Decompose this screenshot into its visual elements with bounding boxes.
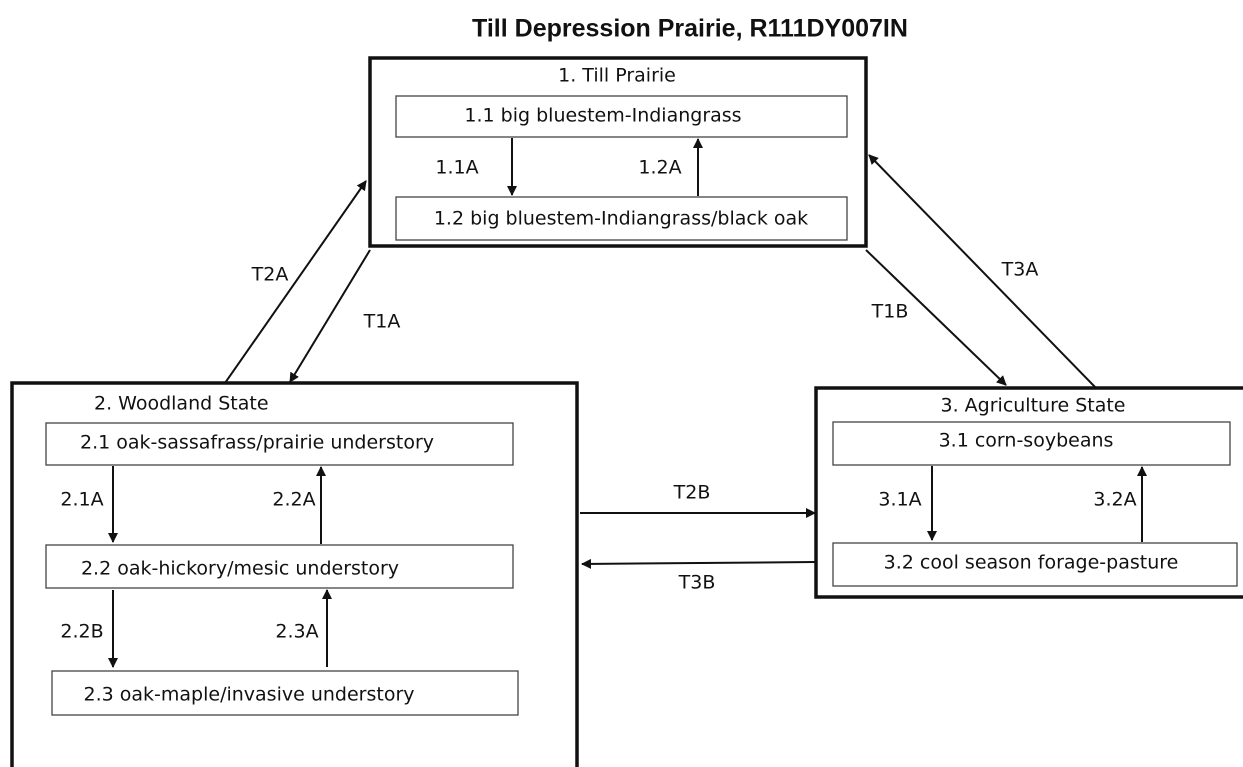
community-label: 3.1 corn-soybeans [939,430,1114,452]
community-label: 1.1 big bluestem-Indiangrass [464,105,741,127]
community-box [45,544,514,589]
pathway-label: 1.1A [435,157,478,179]
transition-label: T1B [871,301,909,323]
community-label: 2.2 oak-hickory/mesic understory [81,558,399,580]
state-label: 3. Agriculture State [941,395,1126,417]
community-box [395,95,848,138]
transition-label: T2B [673,482,711,504]
state-box [368,56,868,248]
title: Till Depression Prairie, R111DY007IN [472,15,908,43]
pathway-label: 2.2A [272,489,315,511]
transition-label: T2A [251,264,289,286]
community-box [45,422,514,466]
community-label: 2.1 oak-sassafrass/prairie understory [80,432,434,454]
community-box [832,542,1238,587]
transition-label: T1A [363,311,401,333]
transition-label: T3B [678,572,716,594]
pathway-label: 3.2A [1093,489,1136,511]
community-label: 3.2 cool season forage-pasture [884,552,1179,574]
state-label: 1. Till Prairie [558,65,676,87]
transition-label: T3A [1001,259,1039,281]
state-label: 2. Woodland State [94,393,269,415]
community-box [832,421,1231,466]
community-label: 2.3 oak-maple/invasive understory [84,684,415,706]
pathway-label: 3.1A [878,489,921,511]
pathway-label: 2.2B [60,621,103,643]
transition-arrow [868,154,1096,388]
pathway-label: 2.3A [275,621,318,643]
community-box [51,670,519,716]
transition-arrow [865,249,1007,386]
pathway-label: 2.1A [60,489,103,511]
transition-arrow [224,180,367,384]
transition-arrow [581,558,816,569]
transition-arrow [289,249,371,383]
state-box [814,386,1243,599]
community-label: 1.2 big bluestem-Indiangrass/black oak [434,208,808,230]
pathway-label: 1.2A [638,157,681,179]
state-box [10,381,579,767]
community-box [395,196,848,241]
